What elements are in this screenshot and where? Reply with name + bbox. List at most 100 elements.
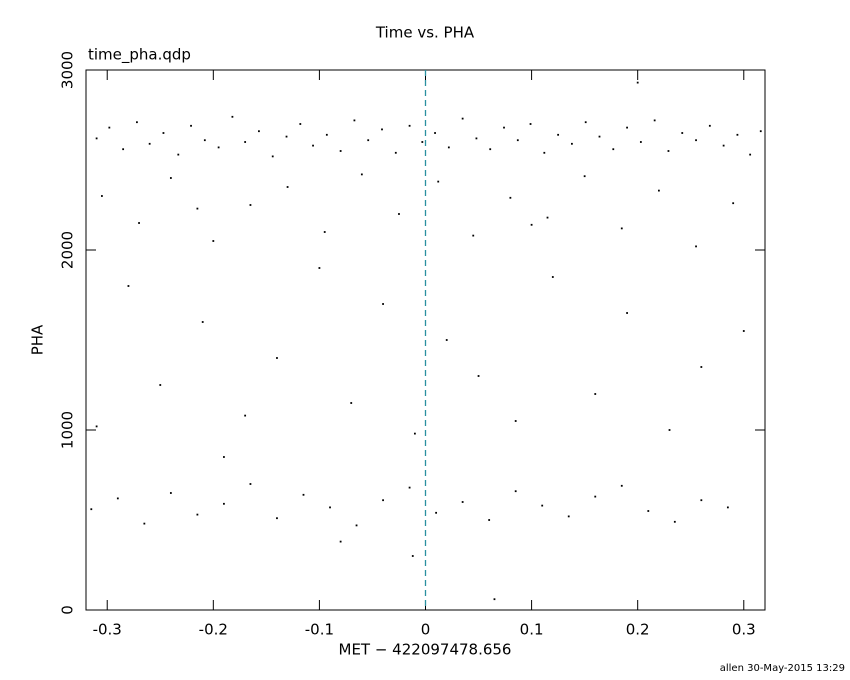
point <box>437 180 440 183</box>
point <box>551 276 554 278</box>
point <box>95 425 98 428</box>
x-tick-label: -0.3 <box>93 621 122 639</box>
point <box>312 144 314 147</box>
point <box>509 196 512 199</box>
point <box>339 540 342 543</box>
point <box>594 495 597 498</box>
point <box>95 137 98 140</box>
point <box>408 486 411 489</box>
point <box>594 393 597 395</box>
chart-title: Time vs. PHA <box>375 24 475 42</box>
point <box>668 429 671 431</box>
point <box>700 499 703 502</box>
point <box>421 141 424 143</box>
y-tick-label: 1000 <box>59 411 77 449</box>
x-tick-label: 0.1 <box>520 621 544 639</box>
y-axis-label: PHA <box>29 324 47 355</box>
point <box>411 555 414 557</box>
point <box>258 130 260 133</box>
point <box>276 517 278 520</box>
point <box>136 121 138 124</box>
point <box>196 207 199 210</box>
annotation: time_pha.qdp <box>88 46 191 65</box>
point <box>447 146 450 149</box>
point <box>700 366 703 368</box>
point <box>231 115 234 118</box>
point <box>223 456 225 458</box>
point <box>244 414 247 417</box>
y-tick-label: 3000 <box>59 51 77 89</box>
point <box>169 492 172 494</box>
point <box>223 502 225 505</box>
point <box>584 121 587 124</box>
point <box>398 213 400 215</box>
point <box>673 520 676 523</box>
point <box>203 139 206 142</box>
point <box>489 148 492 151</box>
point <box>169 177 172 179</box>
point <box>475 137 478 140</box>
point <box>612 148 615 151</box>
point <box>461 501 464 503</box>
point <box>667 150 670 152</box>
point <box>382 303 384 305</box>
point <box>367 139 370 142</box>
point <box>620 227 623 230</box>
footer: allen 30-May-2015 13:29 <box>720 663 845 674</box>
point <box>434 132 436 134</box>
point <box>127 285 130 287</box>
point <box>461 117 464 120</box>
point <box>626 126 628 129</box>
x-tick-label: 0.2 <box>626 621 650 639</box>
point <box>339 150 342 152</box>
point <box>177 153 180 156</box>
point <box>196 513 199 516</box>
point <box>249 204 252 206</box>
point <box>583 175 586 178</box>
point <box>636 81 639 84</box>
point <box>302 493 305 496</box>
point <box>472 234 475 237</box>
point <box>681 132 684 134</box>
point <box>742 330 745 332</box>
x-tick-label: -0.2 <box>199 621 228 639</box>
point <box>90 508 93 511</box>
point <box>286 186 289 188</box>
point <box>148 142 151 145</box>
point <box>759 130 762 133</box>
point <box>736 133 739 136</box>
point <box>695 139 697 142</box>
point <box>162 132 165 134</box>
point <box>749 153 752 156</box>
point <box>413 432 416 435</box>
point <box>477 375 480 377</box>
point <box>626 312 628 314</box>
point <box>394 151 397 154</box>
point <box>360 173 363 176</box>
point <box>726 506 729 509</box>
point <box>732 202 735 205</box>
point <box>653 119 656 122</box>
point <box>190 124 192 127</box>
point <box>350 402 353 404</box>
point <box>543 151 546 154</box>
point <box>695 245 697 248</box>
point <box>529 123 532 125</box>
point <box>353 119 356 122</box>
point <box>381 128 383 131</box>
point <box>620 484 623 487</box>
point <box>116 497 119 500</box>
point <box>285 135 288 138</box>
point <box>530 223 533 226</box>
point <box>122 148 125 151</box>
point <box>355 524 358 527</box>
point <box>514 490 517 493</box>
point <box>488 519 491 521</box>
point <box>639 141 642 143</box>
point <box>722 144 725 147</box>
x-axis-label: MET − 422097478.656 <box>339 641 512 659</box>
point <box>212 240 215 242</box>
point <box>435 511 438 514</box>
